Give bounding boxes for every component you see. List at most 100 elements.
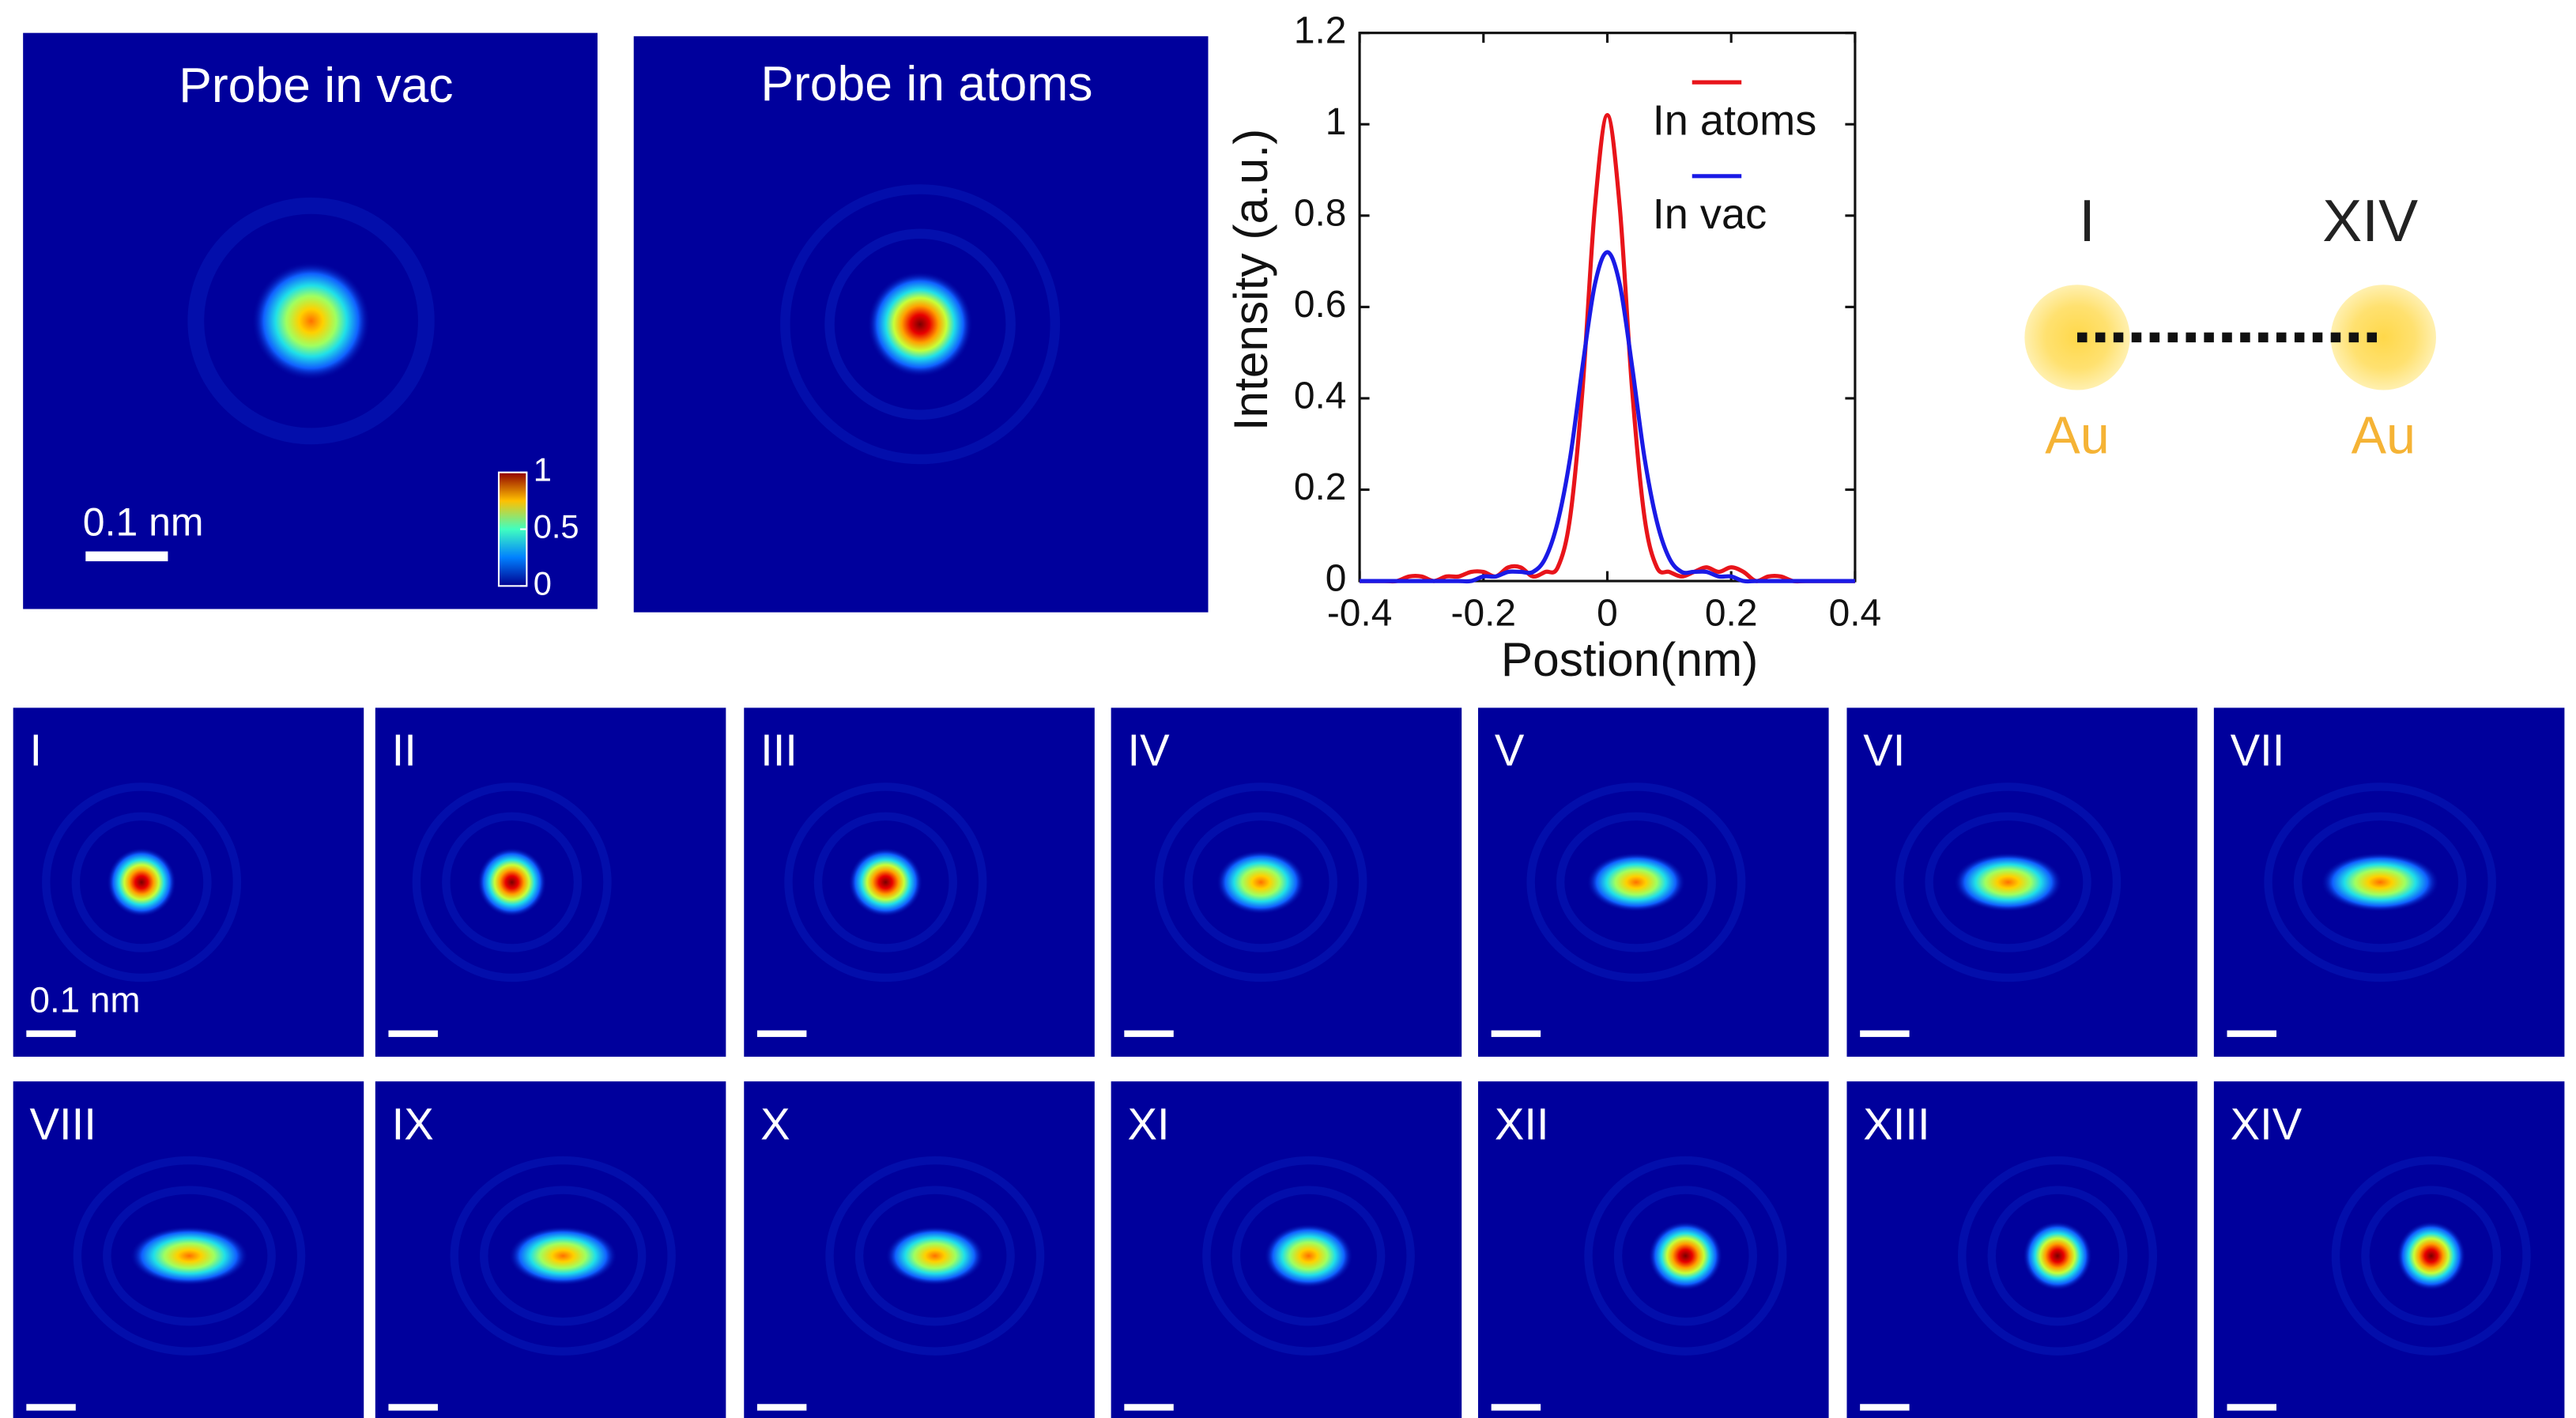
tile — [1846, 1081, 2198, 1418]
atom-label: Au — [2352, 407, 2416, 466]
scale-bar — [85, 551, 168, 562]
tile-label: XI — [1127, 1099, 1169, 1148]
colorbar-label: 0 — [534, 564, 552, 602]
tile-label: IV — [1127, 726, 1170, 775]
x-tick-label: 0.4 — [1829, 592, 1882, 634]
ring — [42, 783, 242, 982]
ring — [2293, 812, 2467, 952]
ring — [780, 184, 1061, 465]
probe-spot — [2023, 1221, 2092, 1291]
ring — [2331, 1156, 2531, 1356]
x-tick-label: -0.2 — [1451, 592, 1517, 634]
ring — [1613, 1186, 1757, 1326]
tile-label: IX — [392, 1099, 434, 1148]
ring — [103, 1186, 276, 1326]
tile-label: XIII — [1863, 1099, 1929, 1148]
scale-bar — [2227, 1030, 2276, 1037]
y-axis-label: Intensity (a.u.) — [1224, 129, 1277, 432]
ring — [1231, 1186, 1386, 1326]
y-tick-label: 0 — [1326, 558, 1347, 600]
ring — [412, 783, 612, 982]
y-tick-label: 1 — [1326, 101, 1347, 143]
colorbar-label: 0.5 — [534, 507, 579, 545]
tile-label: VIII — [29, 1099, 96, 1148]
ring — [187, 197, 435, 445]
ring — [1184, 812, 1337, 952]
ring — [1958, 1156, 2158, 1356]
ring — [813, 812, 957, 952]
colorbar-label: 1 — [534, 451, 552, 488]
ring — [442, 812, 583, 952]
scale-label: 0.1 nm — [83, 500, 204, 544]
y-tick-label: 0.8 — [1294, 192, 1347, 234]
ring — [1895, 783, 2122, 982]
probe-spot — [1953, 852, 2063, 912]
tile-label: VII — [2231, 726, 2285, 775]
x-tick-label: 0.2 — [1705, 592, 1758, 634]
legend-label: In vac — [1653, 190, 1767, 238]
scale-bar — [1491, 1404, 1541, 1411]
probe-spot — [885, 1226, 985, 1286]
scale-bar — [2227, 1404, 2276, 1411]
x-tick-label: 0 — [1597, 592, 1618, 634]
probe-spot — [477, 847, 547, 917]
ring — [1584, 1156, 1787, 1356]
probe-spot — [1648, 1221, 1723, 1291]
scale-bar — [1491, 1030, 1541, 1037]
line-series — [1360, 250, 1855, 584]
scale-bar — [1124, 1404, 1174, 1411]
scale-bar — [756, 1404, 807, 1411]
probe-spot — [1216, 850, 1306, 915]
y-tick-label: 0.6 — [1294, 284, 1347, 326]
panel-title: Probe in atoms — [760, 56, 1092, 111]
probe-spot — [251, 262, 371, 381]
x-axis-label: Postion(nm) — [1501, 632, 1758, 686]
scale-bar — [756, 1030, 807, 1037]
scale-bar — [1860, 1404, 1910, 1411]
ring — [784, 783, 987, 982]
probe-spot — [1264, 1224, 1353, 1288]
probe-spot — [107, 847, 176, 917]
ring — [73, 1156, 306, 1356]
atom — [2330, 285, 2436, 390]
tile-label: X — [760, 1099, 790, 1148]
scale-bar — [1124, 1030, 1174, 1037]
panel-title: Probe in vac — [179, 58, 453, 113]
ring — [2361, 1186, 2502, 1326]
tile — [13, 707, 364, 1057]
ring — [1556, 812, 1716, 952]
tile-label: III — [760, 726, 798, 775]
y-tick-label: 0.2 — [1294, 466, 1347, 508]
ring — [2264, 783, 2496, 982]
atom-label: Au — [2045, 407, 2109, 466]
tile-label: I — [29, 726, 42, 775]
ring — [1526, 783, 1746, 982]
scale-bar — [26, 1030, 76, 1037]
probe-spot — [508, 1226, 617, 1286]
scale-bar — [26, 1404, 76, 1411]
probe-spot — [2321, 852, 2440, 912]
ring — [480, 1186, 647, 1326]
probe-spot — [2397, 1221, 2466, 1291]
y-tick-label: 1.2 — [1294, 9, 1347, 51]
ring — [1202, 1156, 1415, 1356]
ring — [1154, 783, 1367, 982]
probe-spot — [130, 1226, 249, 1286]
tile-label: XII — [1495, 1099, 1549, 1148]
ring — [854, 1186, 1015, 1326]
tile-label: V — [1495, 726, 1525, 775]
y-tick-label: 0.4 — [1294, 375, 1347, 417]
probe-spot — [848, 847, 923, 917]
tile-label: VI — [1863, 726, 1905, 775]
x-tick-label: -0.4 — [1327, 592, 1393, 634]
scale-bar — [388, 1030, 438, 1037]
scale-label: 0.1 nm — [29, 979, 140, 1020]
ring — [1987, 1186, 2128, 1326]
tile-label: II — [392, 726, 417, 775]
tile — [2213, 1081, 2565, 1418]
legend-label: In atoms — [1653, 96, 1817, 144]
position-label: XIV — [2322, 187, 2418, 254]
ring — [824, 228, 1016, 420]
probe-spot — [1586, 852, 1686, 912]
